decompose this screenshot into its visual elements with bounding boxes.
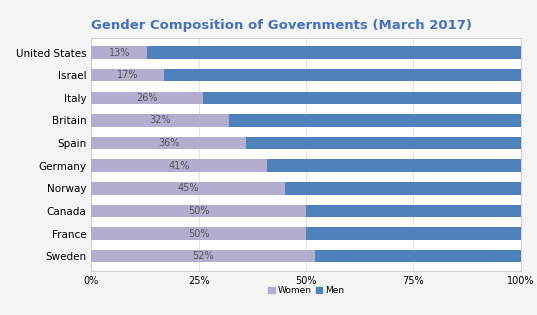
Bar [306,205,521,217]
Text: 41%: 41% [169,161,190,171]
Bar [91,69,164,81]
Bar [306,227,521,240]
Bar [164,69,521,81]
Bar [91,114,229,127]
Bar [91,92,203,104]
Text: 36%: 36% [158,138,179,148]
Bar [147,46,521,59]
Bar [229,114,521,127]
Text: Gender Composition of Governments (March 2017): Gender Composition of Governments (March… [91,20,472,32]
Legend: Women, Men: Women, Men [265,283,347,299]
Bar [91,46,147,59]
Bar [203,92,521,104]
Bar [246,137,521,149]
Text: 17%: 17% [117,70,139,80]
Bar [91,227,306,240]
Bar [267,159,521,172]
Bar [315,250,521,262]
Text: 50%: 50% [188,206,209,216]
Bar [91,250,315,262]
Text: 50%: 50% [188,229,209,238]
Bar [91,182,285,195]
Bar [91,205,306,217]
Bar [285,182,521,195]
Text: 52%: 52% [192,251,214,261]
Text: 32%: 32% [149,115,171,125]
Text: 26%: 26% [136,93,158,103]
Bar [91,137,246,149]
Text: 45%: 45% [177,183,199,193]
Bar [91,159,267,172]
Text: 13%: 13% [108,48,130,58]
